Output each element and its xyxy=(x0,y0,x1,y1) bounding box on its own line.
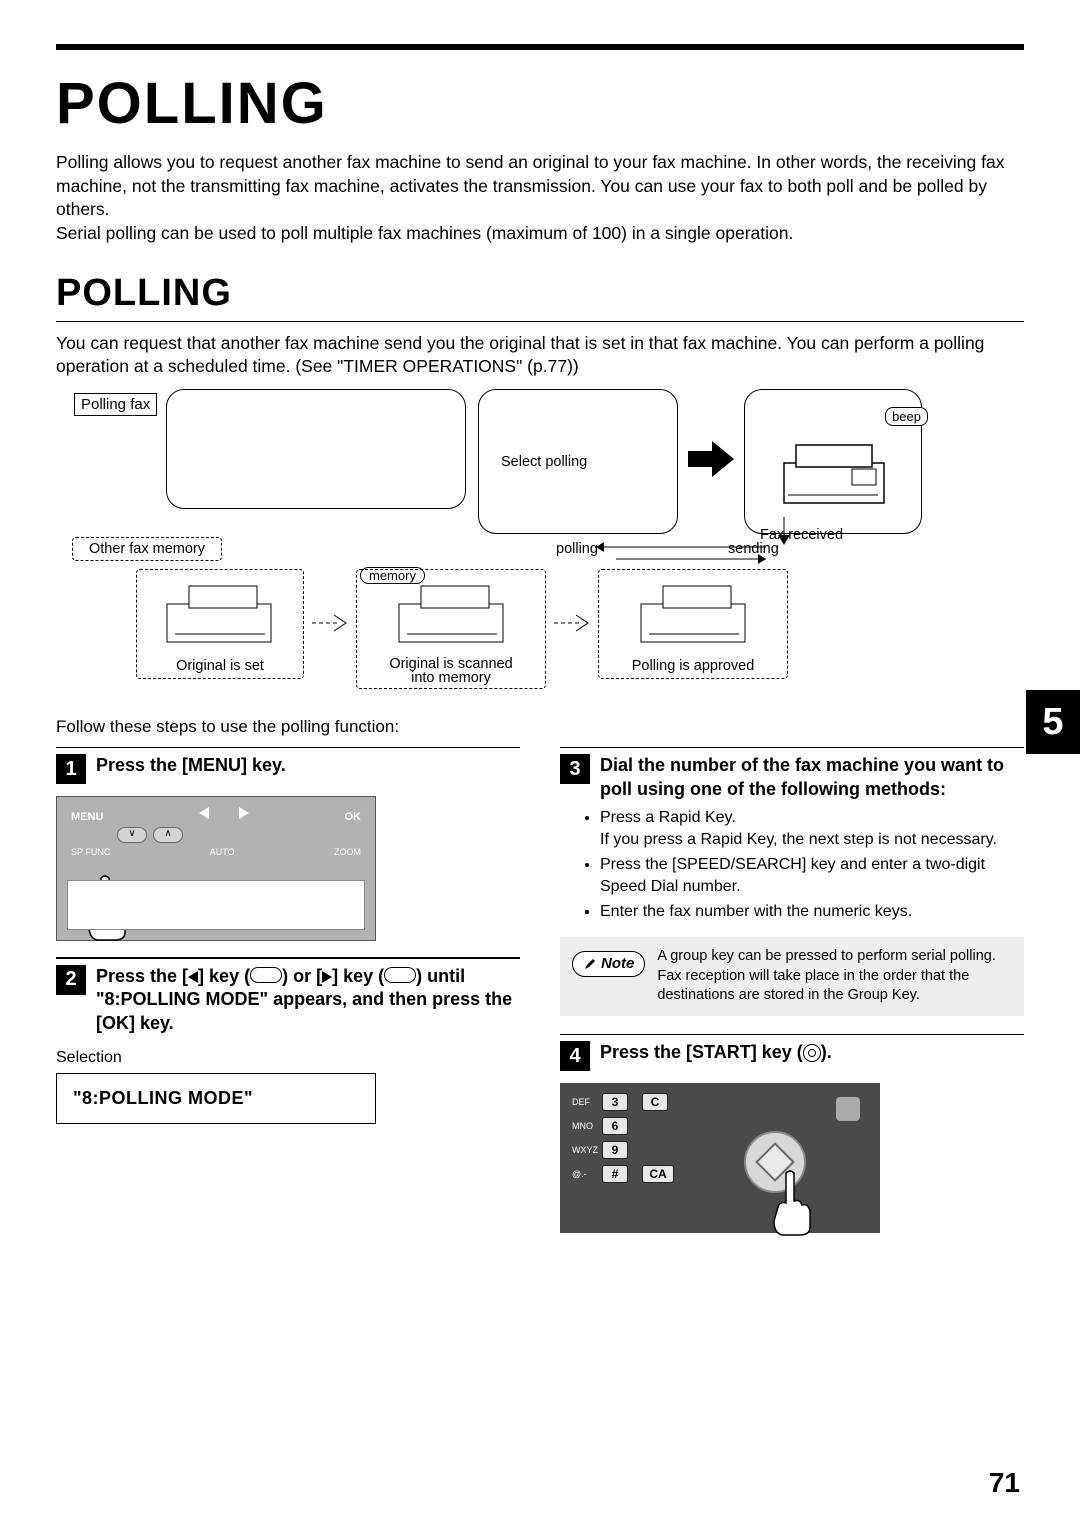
note-block: Note A group key can be pressed to perfo… xyxy=(560,937,1024,1016)
beep-bubble: beep xyxy=(885,407,928,426)
section-subtitle: POLLING xyxy=(56,272,1024,315)
your-fax-panel xyxy=(166,389,466,509)
polling-mode-box: "8:POLLING MODE" xyxy=(56,1073,376,1124)
big-arrow-icon xyxy=(688,441,734,477)
other-memory-label: Other fax memory xyxy=(72,537,222,561)
pencil-icon xyxy=(583,957,597,971)
bullet-speed-search: Press the [SPEED/SEARCH] key and enter a… xyxy=(600,854,1024,897)
step-3-text: Dial the number of the fax machine you w… xyxy=(600,754,1024,801)
start-key-icon xyxy=(803,1044,821,1062)
step-1-text: Press the [MENU] key. xyxy=(96,754,286,777)
step-4: 4 Press the [START] key (). xyxy=(560,1041,1024,1071)
menu-key-label: MENU xyxy=(71,807,103,827)
intro-paragraph-2: Serial polling can be used to poll multi… xyxy=(56,222,1024,246)
page-number: 71 xyxy=(989,1467,1020,1499)
right-column: 3 Dial the number of the fax machine you… xyxy=(560,747,1024,1233)
stage-original-set: Original is set xyxy=(136,569,304,679)
note-pill: Note xyxy=(572,951,645,977)
step-badge-2: 2 xyxy=(56,965,86,995)
stage-approved: Polling is approved xyxy=(598,569,788,679)
step-2: 2 Press the [] key () or [] key () until… xyxy=(56,965,520,1035)
select-polling-text: Select polling xyxy=(501,454,587,470)
bullet-rapid-key: Press a Rapid Key. If you press a Rapid … xyxy=(600,807,1024,850)
dashed-arrow-1 xyxy=(310,611,350,635)
step-1: 1 Press the [MENU] key. xyxy=(56,754,520,784)
follow-steps-text: Follow these steps to use the polling fu… xyxy=(56,717,1024,737)
rule-under-subtitle xyxy=(56,321,1024,322)
down-arrow-icon xyxy=(776,517,792,545)
menu-panel-illustration: MENU OK ∨∧ SP FUNC AUTO ZOOM xyxy=(56,796,376,941)
ok-key-label: OK xyxy=(344,807,361,827)
step-3: 3 Dial the number of the fax machine you… xyxy=(560,754,1024,801)
step-badge-4: 4 xyxy=(560,1041,590,1071)
chapter-badge: 5 xyxy=(1026,690,1080,754)
hand-press-start-icon xyxy=(766,1167,816,1237)
stop-key-icon xyxy=(836,1097,860,1121)
hand-press-icon xyxy=(81,872,131,942)
start-panel-illustration: DEF3C MNO6 WXYZ9 @.-#CA xyxy=(560,1083,880,1233)
step-badge-3: 3 xyxy=(560,754,590,784)
selection-label: Selection xyxy=(56,1049,520,1067)
polling-select-panel: Select polling xyxy=(478,389,678,534)
rule-top xyxy=(56,44,1024,50)
destination-machine: beep xyxy=(744,389,922,534)
intro-paragraph-1: Polling allows you to request another fa… xyxy=(56,151,1024,222)
page-title: POLLING xyxy=(56,70,1024,137)
subtitle-paragraph: You can request that another fax machine… xyxy=(56,332,1024,379)
stage-scanned: Original is scanned into memory xyxy=(356,569,546,689)
polling-diagram: Polling fax Select polling beep Fax rece… xyxy=(56,389,1026,699)
printer-icon xyxy=(778,435,890,515)
dashed-arrow-2 xyxy=(552,611,592,635)
step-2-text: Press the [] key () or [] key () until "… xyxy=(96,965,520,1035)
zoom-label: ZOOM xyxy=(334,847,361,857)
bullet-numeric-keys: Enter the fax number with the numeric ke… xyxy=(600,901,1024,923)
polling-arrow-label: polling xyxy=(556,541,598,557)
left-column: 1 Press the [MENU] key. MENU OK ∨∧ SP FU… xyxy=(56,747,520,1233)
step-badge-1: 1 xyxy=(56,754,86,784)
note-text: A group key can be pressed to perform se… xyxy=(657,947,1012,1006)
polling-fax-label: Polling fax xyxy=(74,393,157,416)
step-3-bullets: Press a Rapid Key. If you press a Rapid … xyxy=(600,807,1024,923)
step-4-text: Press the [START] key (). xyxy=(600,1041,832,1064)
